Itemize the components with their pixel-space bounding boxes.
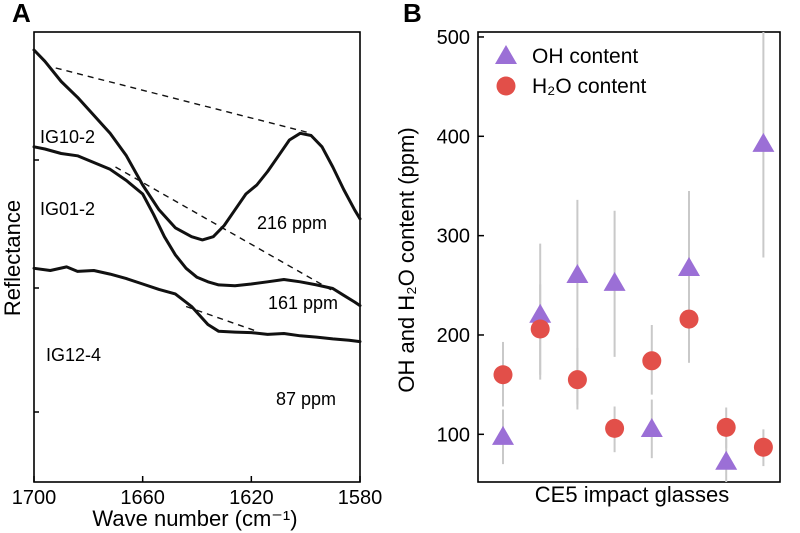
- ppm-annotation: 161 ppm: [268, 293, 338, 313]
- oh-point: [529, 303, 552, 323]
- panel-b-points: [492, 132, 775, 470]
- x-tick-label: 1620: [229, 487, 274, 509]
- ppm-annotation: 87 ppm: [276, 389, 336, 409]
- panel-a-labels: IG10-2 216 ppm IG01-2 161 ppm IG12-4 87 ppm: [40, 127, 338, 409]
- y-tick-label: 200: [437, 325, 470, 347]
- panel-b-y-ticks: 100 200 300 400 500: [437, 27, 484, 446]
- baseline-ig10-2: [55, 67, 312, 134]
- oh-point: [752, 132, 775, 152]
- panel-b-error-bars: [502, 32, 765, 482]
- panel-a-y-axis-label: Reflectance: [0, 200, 25, 316]
- spectrum-ig12-4: [32, 265, 362, 344]
- oh-point: [715, 450, 738, 470]
- oh-point: [566, 263, 589, 283]
- h2o-point: [493, 365, 513, 385]
- oh-point: [640, 417, 663, 437]
- y-tick-label: 500: [437, 27, 470, 49]
- panel-a-x-axis-label: Wave number (cm⁻¹): [92, 506, 297, 531]
- h2o-point: [642, 351, 662, 371]
- panel-a-x-ticks: 1700 1660 1620 1580: [12, 476, 383, 509]
- h2o-point: [716, 417, 736, 437]
- panel-b-x-axis-label: CE5 impact glasses: [535, 482, 729, 507]
- panel-a-spectra: [32, 48, 362, 344]
- legend-marker-oh: [495, 45, 517, 64]
- oh-point: [603, 271, 626, 291]
- legend-label: H₂O content: [532, 75, 647, 98]
- spectrum-ig10-2: [32, 48, 362, 242]
- oh-point: [492, 425, 514, 445]
- x-tick-label: 1580: [338, 487, 383, 509]
- panel-a: A 1700 1660 1620 1580 IG10-2 216 ppm IG01-2 16…: [0, 0, 382, 531]
- h2o-point: [679, 309, 699, 329]
- h2o-point: [753, 437, 773, 457]
- h2o-point: [567, 370, 587, 390]
- x-tick-label: 1700: [12, 487, 57, 509]
- y-tick-label: 100: [437, 424, 470, 446]
- legend-marker-h2o: [496, 76, 516, 96]
- panel-a-label: A: [12, 0, 31, 28]
- baseline-ig12-4: [185, 305, 257, 332]
- spectrum-ig01-2: [32, 145, 362, 308]
- oh-point: [678, 257, 700, 277]
- h2o-point: [605, 418, 625, 438]
- panel-a-baselines: [55, 67, 334, 332]
- legend-label: OH content: [532, 45, 638, 68]
- series-label-ig12-4: IG12-4: [46, 345, 101, 365]
- panel-a-frame: [33, 31, 361, 483]
- x-tick-label: 1660: [120, 487, 165, 509]
- h2o-point: [530, 319, 550, 339]
- panel-b-legend: OH content H₂O content: [495, 45, 647, 98]
- panel-a-y-ticks: [34, 159, 39, 413]
- ppm-annotation: 216 ppm: [257, 213, 327, 233]
- y-tick-label: 400: [437, 126, 470, 148]
- series-label-ig10-2: IG10-2: [40, 127, 95, 147]
- baseline-ig01-2: [115, 166, 334, 292]
- panel-b-y-axis-label: OH and H₂O content (ppm): [394, 127, 419, 392]
- panel-b-frame: [477, 31, 781, 483]
- series-label-ig01-2: IG01-2: [40, 199, 95, 219]
- y-tick-label: 300: [437, 226, 470, 248]
- panel-b-label: B: [403, 0, 422, 28]
